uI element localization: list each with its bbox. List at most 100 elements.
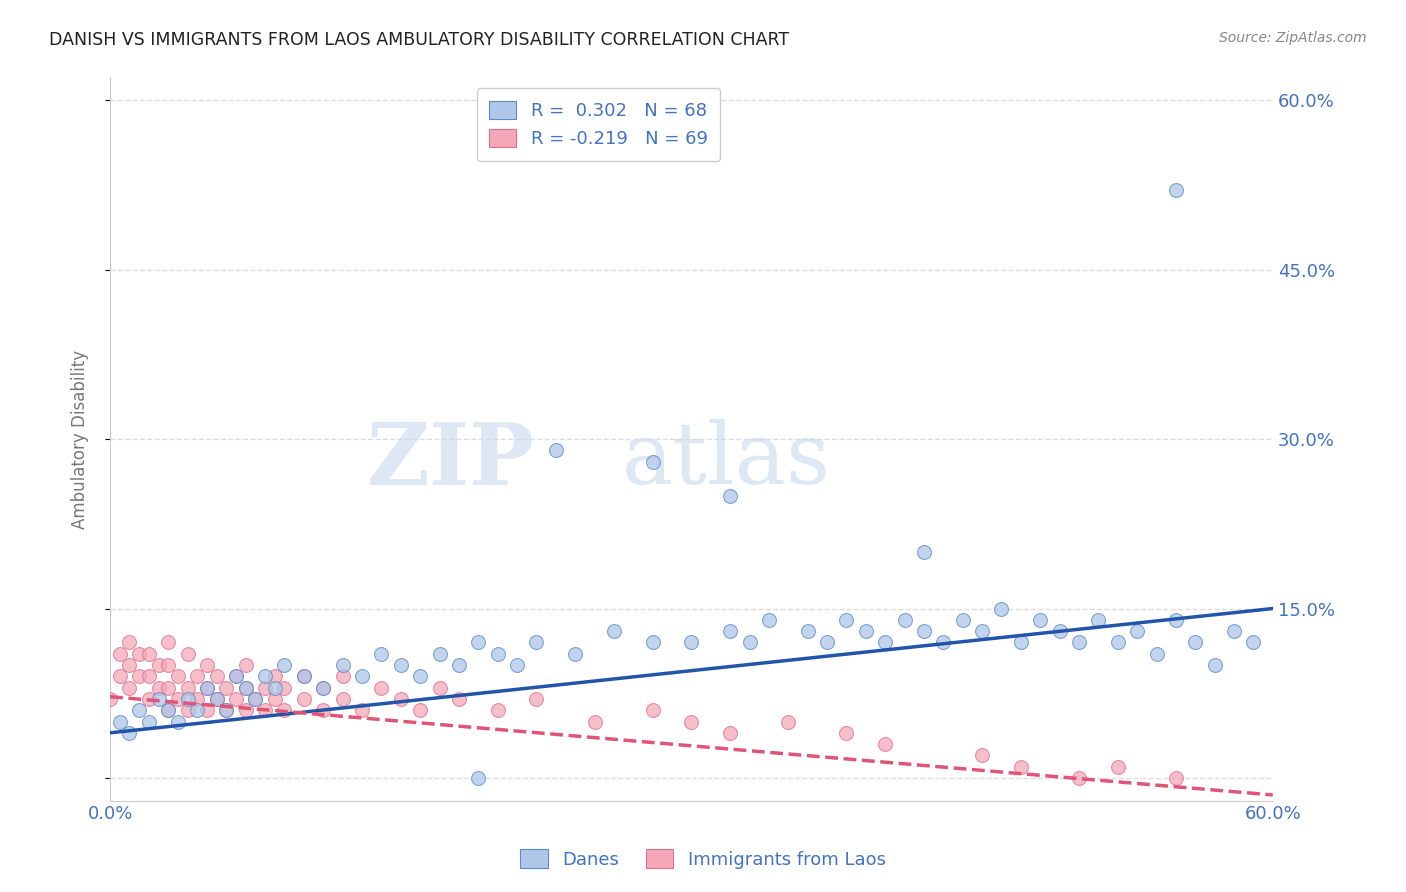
Legend: R =  0.302   N = 68, R = -0.219   N = 69: R = 0.302 N = 68, R = -0.219 N = 69	[477, 88, 720, 161]
Point	[195, 681, 218, 695]
Point	[312, 703, 335, 717]
Point	[506, 658, 529, 673]
Text: ZIP: ZIP	[367, 418, 534, 503]
Point	[138, 669, 160, 683]
Point	[118, 635, 141, 649]
Point	[544, 443, 567, 458]
Point	[912, 624, 935, 639]
Point	[972, 748, 994, 763]
Point	[1107, 760, 1129, 774]
Point	[1087, 613, 1109, 627]
Point	[429, 647, 451, 661]
Point	[389, 692, 412, 706]
Point	[603, 624, 626, 639]
Point	[1010, 760, 1032, 774]
Point	[370, 647, 392, 661]
Point	[1067, 771, 1090, 785]
Point	[429, 681, 451, 695]
Point	[350, 703, 373, 717]
Point	[157, 703, 180, 717]
Text: DANISH VS IMMIGRANTS FROM LAOS AMBULATORY DISABILITY CORRELATION CHART: DANISH VS IMMIGRANTS FROM LAOS AMBULATOR…	[49, 31, 789, 49]
Y-axis label: Ambulatory Disability: Ambulatory Disability	[72, 350, 89, 529]
Point	[835, 726, 858, 740]
Point	[245, 692, 267, 706]
Point	[1107, 635, 1129, 649]
Point	[641, 455, 664, 469]
Point	[138, 714, 160, 729]
Point	[176, 703, 198, 717]
Point	[128, 669, 150, 683]
Point	[370, 681, 392, 695]
Point	[167, 669, 190, 683]
Point	[409, 703, 432, 717]
Point	[215, 703, 238, 717]
Point	[312, 681, 335, 695]
Point	[205, 669, 228, 683]
Point	[118, 658, 141, 673]
Point	[332, 692, 354, 706]
Point	[409, 669, 432, 683]
Point	[564, 647, 586, 661]
Point	[225, 692, 247, 706]
Point	[350, 669, 373, 683]
Point	[526, 692, 548, 706]
Point	[332, 658, 354, 673]
Point	[235, 658, 257, 673]
Point	[148, 692, 170, 706]
Point	[148, 681, 170, 695]
Point	[1184, 635, 1206, 649]
Point	[875, 635, 897, 649]
Point	[167, 692, 190, 706]
Point	[1164, 183, 1187, 197]
Point	[215, 681, 238, 695]
Point	[235, 703, 257, 717]
Point	[1164, 613, 1187, 627]
Point	[225, 669, 247, 683]
Point	[235, 681, 257, 695]
Point	[1049, 624, 1071, 639]
Point	[1204, 658, 1226, 673]
Point	[263, 681, 285, 695]
Point	[205, 692, 228, 706]
Point	[292, 669, 315, 683]
Point	[254, 703, 277, 717]
Point	[1164, 771, 1187, 785]
Point	[835, 613, 858, 627]
Point	[681, 635, 703, 649]
Point	[98, 692, 121, 706]
Point	[292, 669, 315, 683]
Point	[875, 737, 897, 751]
Point	[148, 658, 170, 673]
Point	[195, 703, 218, 717]
Point	[641, 703, 664, 717]
Point	[205, 692, 228, 706]
Point	[273, 681, 295, 695]
Point	[447, 658, 470, 673]
Point	[718, 624, 741, 639]
Point	[235, 681, 257, 695]
Point	[389, 658, 412, 673]
Point	[273, 658, 295, 673]
Point	[681, 714, 703, 729]
Point	[263, 692, 285, 706]
Point	[157, 681, 180, 695]
Point	[157, 635, 180, 649]
Point	[447, 692, 470, 706]
Point	[186, 669, 208, 683]
Point	[176, 692, 198, 706]
Point	[893, 613, 915, 627]
Point	[486, 703, 509, 717]
Point	[254, 681, 277, 695]
Point	[718, 726, 741, 740]
Point	[1223, 624, 1246, 639]
Point	[292, 692, 315, 706]
Point	[254, 669, 277, 683]
Point	[467, 771, 489, 785]
Point	[912, 545, 935, 559]
Point	[467, 635, 489, 649]
Point	[758, 613, 780, 627]
Point	[583, 714, 606, 729]
Point	[263, 669, 285, 683]
Point	[1067, 635, 1090, 649]
Point	[176, 647, 198, 661]
